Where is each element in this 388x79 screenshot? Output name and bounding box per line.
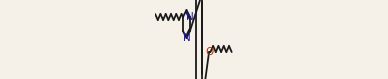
Text: O: O [205,47,213,57]
Text: N: N [183,33,191,43]
Text: N: N [186,12,194,22]
